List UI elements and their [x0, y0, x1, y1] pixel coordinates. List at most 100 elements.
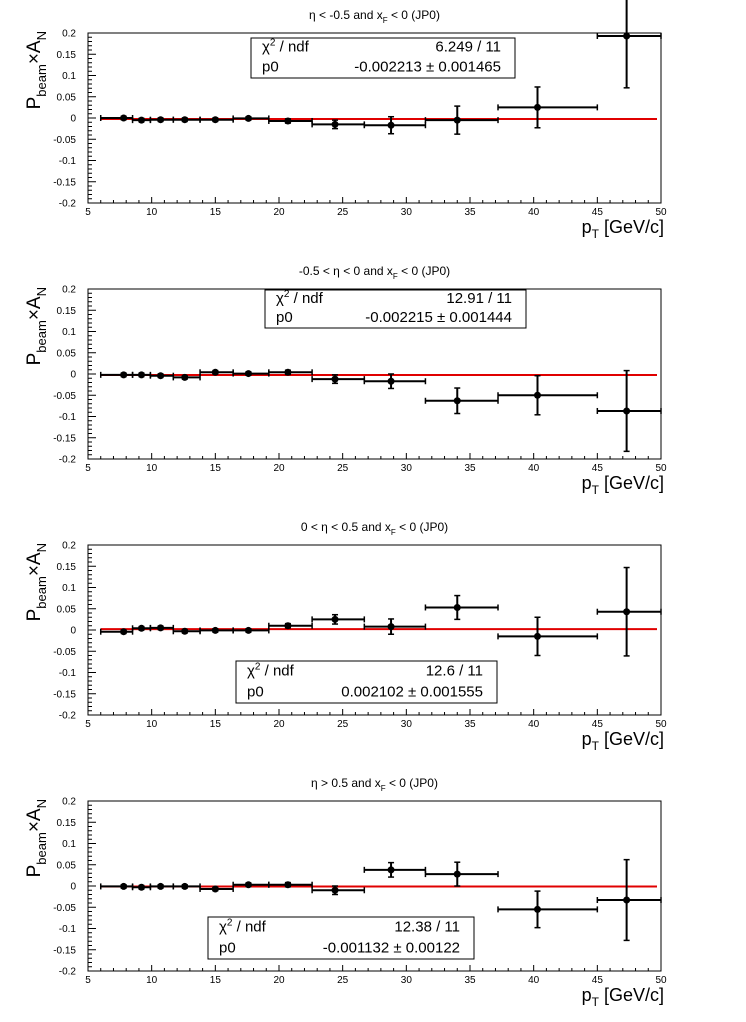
y-tick-label: 0	[70, 114, 76, 125]
data-point	[311, 885, 366, 896]
data-point	[131, 883, 152, 891]
x-tick-label: 45	[592, 207, 604, 218]
x-axis-label: pT [GeV/c]	[582, 729, 664, 753]
point-marker	[331, 615, 339, 623]
data-point	[232, 370, 270, 378]
data-point	[131, 116, 152, 124]
x-tick-label: 5	[85, 207, 91, 218]
chart-title: 0 < η < 0.5 and xF < 0 (JP0)	[301, 520, 448, 537]
x-tick-label: 40	[528, 975, 540, 986]
point-marker	[137, 116, 145, 124]
point-marker	[284, 881, 292, 889]
y-tick-label: -0.05	[53, 903, 76, 914]
point-marker	[623, 896, 631, 904]
data-point	[311, 613, 366, 625]
point-marker	[211, 885, 219, 893]
point-marker	[181, 116, 189, 124]
p0-label: p0	[219, 939, 236, 956]
p0-value: 0.002102 ± 0.001555	[341, 683, 483, 700]
chart-panel-4: η > 0.5 and xF < 0 (JP0) 5 10 15 20 25 30 35 40 4…	[24, 776, 667, 1009]
point-marker	[211, 368, 219, 376]
data-point	[596, 0, 662, 89]
data-point	[363, 115, 427, 135]
data-point	[268, 368, 313, 376]
x-tick-label: 30	[401, 463, 413, 474]
chart-panel-3: 0 < η < 0.5 and xF < 0 (JP0) 5 10 15 20 25 30 3…	[24, 520, 667, 753]
data-point	[99, 882, 134, 890]
x-tick-label: 35	[464, 207, 476, 218]
y-tick-label: 0.05	[57, 604, 77, 615]
point-marker	[533, 905, 541, 913]
fit-stat-box: χ2 / ndf 6.249 / 11 p0 -0.002213 ± 0.001465	[250, 37, 516, 79]
p0-value: -0.002215 ± 0.001444	[365, 309, 512, 326]
point-marker	[157, 372, 165, 380]
x-tick-label: 20	[273, 975, 285, 986]
y-tick-label: 0.05	[57, 348, 77, 359]
data-point	[424, 861, 499, 887]
y-tick-label: 0.15	[57, 562, 77, 573]
stat-box-frame	[250, 37, 516, 79]
y-tick-label: 0.15	[57, 306, 77, 317]
x-tick-label: 35	[464, 463, 476, 474]
y-tick-label: 0	[70, 370, 76, 381]
x-tick-label: 20	[273, 719, 285, 730]
data-point	[268, 881, 313, 889]
data-point	[172, 116, 201, 124]
data-point	[596, 566, 662, 657]
x-tick-label: 40	[528, 719, 540, 730]
point-marker	[387, 623, 395, 631]
point-marker	[137, 883, 145, 891]
y-tick-label: 0.1	[62, 71, 76, 82]
x-tick-label: 25	[337, 207, 349, 218]
data-point	[149, 624, 175, 632]
data-point	[199, 626, 234, 634]
chart-title: -0.5 < η < 0 and xF < 0 (JP0)	[299, 264, 450, 281]
x-tick-label: 10	[146, 463, 158, 474]
point-marker	[120, 628, 128, 636]
data-point	[311, 374, 366, 385]
x-tick-label: 45	[592, 463, 604, 474]
x-tick-label: 20	[273, 207, 285, 218]
stat-box-frame	[235, 660, 498, 704]
point-marker	[244, 626, 252, 634]
data-point	[99, 371, 134, 379]
data-point	[497, 616, 599, 657]
x-tick-label: 5	[85, 719, 91, 730]
data-point	[149, 882, 175, 890]
y-tick-label: -0.2	[59, 711, 77, 722]
chi2-value: 12.6 / 11	[426, 662, 483, 679]
point-marker	[331, 886, 339, 894]
chart-title: η < -0.5 and xF < 0 (JP0)	[309, 8, 440, 25]
chart-panel-2: -0.5 < η < 0 and xF < 0 (JP0) 5 10 15 20 25 30…	[24, 264, 667, 497]
chi2-value: 12.91 / 11	[446, 290, 512, 307]
point-marker	[387, 377, 395, 385]
point-marker	[623, 32, 631, 40]
x-tick-label: 15	[210, 463, 222, 474]
y-tick-label: 0	[70, 882, 76, 893]
data-point	[99, 114, 134, 122]
y-tick-label: -0.05	[53, 135, 76, 146]
point-marker	[157, 882, 165, 890]
data-point	[311, 119, 366, 130]
point-marker	[137, 371, 145, 379]
x-tick-label: 30	[401, 719, 413, 730]
x-tick-label: 45	[592, 975, 604, 986]
y-tick-label: 0.05	[57, 860, 77, 871]
y-tick-label: 0.2	[62, 797, 76, 808]
fit-stat-box: χ2 / ndf 12.38 / 11 p0 -0.001132 ± 0.00122	[207, 916, 475, 960]
y-tick-label: 0.15	[57, 50, 77, 61]
p0-label: p0	[247, 683, 264, 700]
chi2-label: χ2 / ndf	[219, 917, 267, 935]
y-axis-label: Pbeam×AN	[24, 31, 49, 109]
x-tick-label: 15	[210, 975, 222, 986]
data-point	[199, 885, 234, 893]
data-point	[596, 369, 662, 453]
point-marker	[244, 370, 252, 378]
stat-box-frame	[264, 289, 527, 329]
y-tick-label: 0.15	[57, 818, 77, 829]
x-tick-label: 30	[401, 975, 413, 986]
point-marker	[181, 882, 189, 890]
y-tick-label: -0.05	[53, 391, 76, 402]
p0-label: p0	[276, 309, 293, 326]
